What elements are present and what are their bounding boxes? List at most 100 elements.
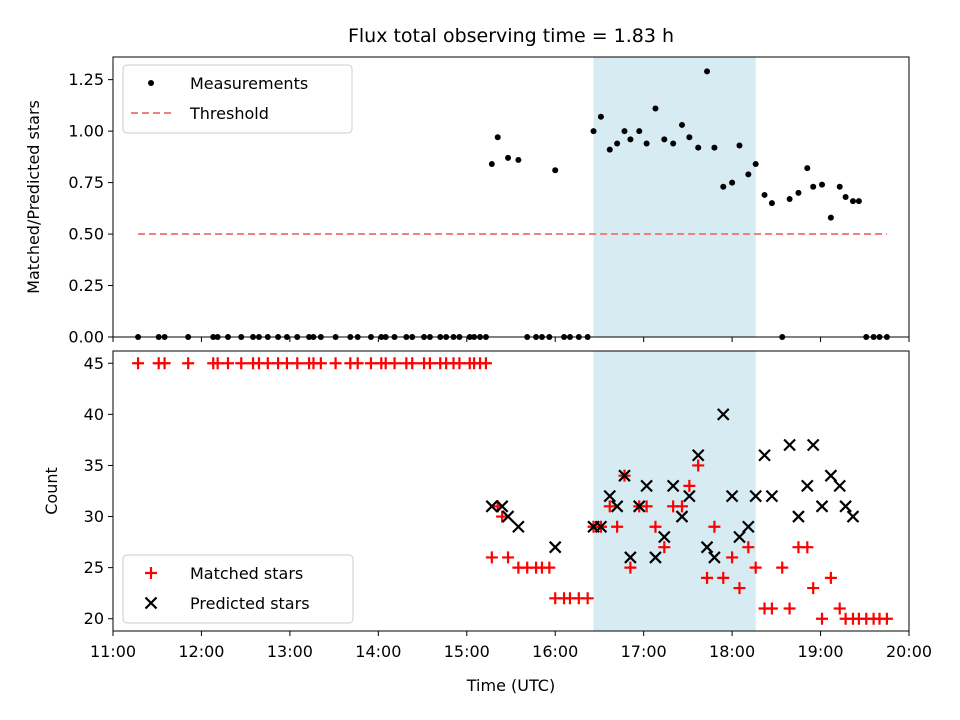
predicted-star-point bbox=[618, 469, 631, 482]
matched-star-point bbox=[406, 357, 419, 370]
bot-ytick-label: 35 bbox=[84, 456, 104, 475]
predicted-star-point bbox=[485, 500, 499, 513]
predicted-star-point bbox=[708, 551, 721, 564]
matched-star-point bbox=[649, 520, 662, 533]
bot-ytick-label: 20 bbox=[84, 609, 104, 628]
top-ytick-label: 0.50 bbox=[68, 225, 104, 244]
xtick-label: 20:00 bbox=[886, 642, 932, 661]
predicted-star-point bbox=[733, 530, 746, 544]
predicted-star-point bbox=[833, 479, 846, 493]
top-ytick-label: 1.00 bbox=[68, 122, 104, 141]
matched-star-point bbox=[364, 357, 377, 370]
measurement-point bbox=[505, 154, 512, 161]
measurement-point bbox=[711, 144, 718, 151]
measurement-point bbox=[552, 167, 559, 174]
bottom-y-ticks: 20 25 30 35 40 45 bbox=[84, 354, 113, 628]
xtick-label: 18:00 bbox=[709, 642, 755, 661]
matched-star-point bbox=[423, 357, 436, 370]
matched-star-point bbox=[824, 571, 837, 584]
legend-marker-matched bbox=[145, 567, 157, 579]
matched-star-point bbox=[543, 561, 556, 574]
bottom-panel: 20 25 30 35 40 45 11:00 12:00 13:00 14:00 15:00 16… bbox=[42, 350, 932, 695]
measurement-point bbox=[752, 161, 759, 168]
predicted-star-point bbox=[632, 500, 646, 513]
xtick-label: 13:00 bbox=[267, 642, 313, 661]
measurement-point bbox=[627, 136, 634, 143]
measurement-point bbox=[488, 161, 495, 168]
matched-star-point bbox=[261, 357, 274, 370]
matched-star-point bbox=[692, 459, 705, 472]
predicted-star-point bbox=[603, 489, 617, 503]
legend-marker-predicted bbox=[144, 596, 158, 610]
matched-star-point bbox=[733, 582, 746, 595]
measurement-point bbox=[842, 194, 849, 200]
matched-star-point bbox=[658, 541, 671, 554]
matched-star-point bbox=[280, 357, 293, 370]
xtick-label: 16:00 bbox=[532, 642, 578, 661]
measurement-point bbox=[849, 198, 856, 205]
predicted-star-point bbox=[815, 500, 829, 513]
bottom-series-layer bbox=[132, 357, 893, 625]
top-ytick-label: 1.25 bbox=[68, 70, 104, 89]
matched-star-point bbox=[880, 612, 893, 625]
matched-star-point bbox=[496, 510, 509, 523]
measurement-point bbox=[827, 214, 834, 221]
matched-star-point bbox=[603, 500, 616, 513]
matched-star-point bbox=[701, 571, 714, 584]
predicted-star-point bbox=[624, 551, 637, 564]
measurement-point bbox=[729, 179, 736, 186]
matched-star-point bbox=[640, 500, 653, 513]
measurement-point bbox=[661, 136, 668, 143]
measurement-point bbox=[836, 183, 843, 190]
predicted-star-point bbox=[742, 520, 755, 534]
top-highlight-span bbox=[593, 57, 756, 337]
matched-star-point bbox=[708, 520, 721, 533]
predicted-star-point bbox=[512, 520, 525, 534]
measurement-point bbox=[855, 198, 862, 205]
predicted-star-point bbox=[749, 489, 762, 503]
measurement-point bbox=[636, 128, 643, 135]
matched-star-point bbox=[351, 357, 364, 370]
measurement-point bbox=[670, 140, 677, 147]
legend-marker-measurements bbox=[148, 80, 154, 86]
legend-label: Matched stars bbox=[190, 564, 303, 583]
predicted-star-point bbox=[700, 540, 714, 554]
matched-star-point bbox=[717, 571, 730, 584]
measurement-point bbox=[494, 134, 501, 141]
bot-ytick-label: 45 bbox=[84, 354, 104, 373]
bottom-legend: Matched stars Predicted stars bbox=[122, 554, 354, 624]
measurement-point bbox=[704, 68, 711, 75]
legend-label: Predicted stars bbox=[190, 594, 310, 613]
matched-star-point bbox=[742, 541, 755, 554]
bot-ytick-label: 30 bbox=[84, 507, 104, 526]
matched-star-point bbox=[221, 357, 234, 370]
top-y-axis-label: Matched/Predicted stars bbox=[24, 100, 43, 294]
measurement-point bbox=[804, 165, 811, 172]
xtick-label: 19:00 bbox=[798, 642, 844, 661]
matched-star-point bbox=[235, 357, 248, 370]
measurement-point bbox=[590, 128, 597, 135]
xtick-label: 14:00 bbox=[355, 642, 401, 661]
xtick-label: 12:00 bbox=[178, 642, 224, 661]
measurement-point bbox=[786, 196, 793, 203]
top-y-ticks: 0.00 0.25 0.50 0.75 1.00 1.25 bbox=[68, 70, 113, 347]
measurement-point bbox=[736, 142, 743, 149]
legend-label: Measurements bbox=[190, 74, 308, 93]
top-x-ticks bbox=[112, 337, 910, 342]
top-legend-box bbox=[122, 64, 353, 134]
top-ytick-label: 0.75 bbox=[68, 173, 104, 192]
bottom-frame bbox=[112, 350, 910, 632]
matched-star-point bbox=[783, 602, 796, 615]
predicted-star-point bbox=[806, 438, 820, 452]
predicted-star-point bbox=[649, 551, 662, 564]
top-frame bbox=[112, 56, 910, 338]
matched-star-point bbox=[132, 357, 145, 370]
predicted-star-point bbox=[839, 500, 852, 513]
predicted-star-point bbox=[758, 448, 771, 462]
bottom-x-axis-label: Time (UTC) bbox=[466, 676, 555, 695]
matched-star-point bbox=[479, 357, 492, 370]
measurement-point bbox=[678, 121, 685, 128]
bot-ytick-label: 25 bbox=[84, 558, 104, 577]
measurement-point bbox=[606, 146, 613, 153]
top-ytick-label: 0.00 bbox=[68, 328, 104, 347]
